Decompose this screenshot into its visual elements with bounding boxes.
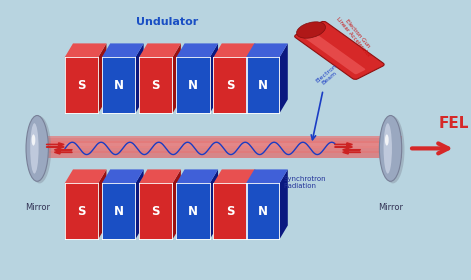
Ellipse shape bbox=[297, 22, 325, 38]
Bar bbox=[40, 141, 402, 148]
FancyBboxPatch shape bbox=[303, 32, 365, 74]
Text: S: S bbox=[226, 79, 235, 92]
Text: S: S bbox=[77, 205, 86, 218]
FancyArrow shape bbox=[335, 145, 352, 149]
Polygon shape bbox=[176, 183, 210, 239]
Polygon shape bbox=[65, 183, 98, 239]
Bar bbox=[40, 136, 402, 143]
FancyArrow shape bbox=[335, 143, 352, 146]
Bar bbox=[40, 151, 402, 158]
Text: N: N bbox=[188, 205, 198, 218]
Text: N: N bbox=[258, 205, 268, 218]
FancyArrow shape bbox=[343, 151, 360, 154]
Polygon shape bbox=[98, 169, 106, 239]
Text: Mirror: Mirror bbox=[378, 203, 403, 212]
Text: N: N bbox=[188, 79, 198, 92]
FancyBboxPatch shape bbox=[294, 21, 384, 80]
Polygon shape bbox=[98, 43, 106, 113]
Text: N: N bbox=[258, 79, 268, 92]
Polygon shape bbox=[102, 43, 144, 57]
Polygon shape bbox=[213, 43, 255, 57]
Polygon shape bbox=[139, 43, 181, 57]
Polygon shape bbox=[65, 57, 98, 113]
Polygon shape bbox=[139, 57, 172, 113]
Text: N: N bbox=[114, 205, 123, 218]
Polygon shape bbox=[172, 43, 181, 113]
Polygon shape bbox=[172, 169, 181, 239]
Text: Electron Gun
Linear Accelerator: Electron Gun Linear Accelerator bbox=[335, 12, 376, 58]
Polygon shape bbox=[246, 43, 288, 57]
Ellipse shape bbox=[26, 116, 49, 181]
Polygon shape bbox=[102, 183, 135, 239]
Text: S: S bbox=[77, 79, 86, 92]
Ellipse shape bbox=[379, 116, 402, 181]
Text: Undulator: Undulator bbox=[136, 17, 198, 27]
Polygon shape bbox=[213, 57, 247, 113]
Polygon shape bbox=[176, 57, 210, 113]
Bar bbox=[40, 146, 402, 153]
Bar bbox=[40, 138, 402, 158]
Ellipse shape bbox=[30, 123, 39, 174]
Polygon shape bbox=[139, 183, 172, 239]
Polygon shape bbox=[247, 43, 255, 113]
Polygon shape bbox=[135, 169, 144, 239]
Polygon shape bbox=[246, 169, 288, 183]
Text: S: S bbox=[152, 79, 160, 92]
Polygon shape bbox=[246, 183, 279, 239]
Polygon shape bbox=[176, 43, 218, 57]
Polygon shape bbox=[213, 183, 247, 239]
Polygon shape bbox=[102, 57, 135, 113]
Text: Synchrotron
Radiation: Synchrotron Radiation bbox=[284, 176, 326, 189]
Ellipse shape bbox=[381, 116, 405, 183]
Polygon shape bbox=[65, 169, 106, 183]
Polygon shape bbox=[279, 169, 288, 239]
Text: N: N bbox=[114, 79, 123, 92]
Polygon shape bbox=[65, 43, 106, 57]
Ellipse shape bbox=[32, 134, 35, 146]
Text: S: S bbox=[152, 205, 160, 218]
FancyArrow shape bbox=[47, 145, 64, 149]
Ellipse shape bbox=[383, 123, 392, 174]
Polygon shape bbox=[279, 43, 288, 113]
Text: FEL: FEL bbox=[438, 116, 469, 131]
Polygon shape bbox=[246, 57, 279, 113]
Polygon shape bbox=[135, 43, 144, 113]
FancyArrow shape bbox=[54, 151, 72, 154]
Ellipse shape bbox=[385, 134, 389, 146]
Polygon shape bbox=[210, 43, 218, 113]
FancyArrow shape bbox=[343, 148, 360, 151]
Text: S: S bbox=[226, 205, 235, 218]
Text: Electron
Beam: Electron Beam bbox=[315, 63, 341, 88]
FancyArrow shape bbox=[54, 148, 72, 151]
Polygon shape bbox=[247, 169, 255, 239]
Ellipse shape bbox=[28, 116, 51, 183]
Polygon shape bbox=[210, 169, 218, 239]
Polygon shape bbox=[213, 169, 255, 183]
FancyArrow shape bbox=[47, 143, 64, 146]
Text: Mirror: Mirror bbox=[24, 203, 50, 212]
Polygon shape bbox=[176, 169, 218, 183]
Polygon shape bbox=[102, 169, 144, 183]
Polygon shape bbox=[139, 169, 181, 183]
